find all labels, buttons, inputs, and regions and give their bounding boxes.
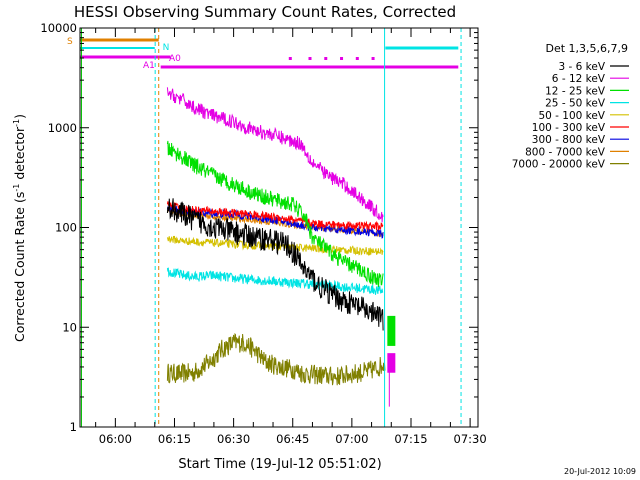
series-line (166, 140, 384, 287)
y-tick-label: 10000 (40, 21, 77, 35)
flag-label-a1: A1 (143, 61, 155, 71)
flag-label-a0: A0 (169, 54, 181, 64)
y-tick-label: 1000 (48, 121, 77, 135)
series-line (166, 87, 384, 223)
x-tick-label: 06:30 (217, 432, 250, 446)
legend-label: 50 - 100 keV (538, 110, 605, 122)
x-tick-label: 06:00 (99, 432, 132, 446)
flag-dot (324, 57, 328, 60)
series-line (166, 332, 386, 386)
legend-label: 7000 - 20000 keV (512, 159, 606, 171)
legend-label: 300 - 800 keV (532, 134, 606, 146)
x-tick-label: 07:00 (335, 432, 368, 446)
series-line (166, 201, 384, 231)
x-tick-label: 06:45 (276, 432, 309, 446)
legend-label: 25 - 50 keV (545, 98, 606, 110)
axis-layer: 1 10 100 1000 10000 06:00 06:15 06:30 06:45 07:00… (40, 21, 486, 446)
chart-title: HESSI Observing Summary Count Rates, Cor… (74, 3, 456, 21)
timestamp: 20-Jul-2012 10:09 (564, 467, 636, 476)
edge-block (387, 353, 396, 373)
x-tick-label: 06:15 (158, 432, 191, 446)
flag-dot (308, 57, 312, 60)
x-axis-label: Start Time (19-Jul-12 05:51:02) (178, 457, 381, 472)
x-tick-label: 07:30 (454, 432, 487, 446)
data-layer (166, 87, 386, 386)
series-line (166, 235, 384, 257)
legend-label: 12 - 25 keV (545, 85, 606, 97)
series-line (166, 267, 384, 295)
legend-title: Det 1,3,5,6,7,9 (545, 42, 628, 55)
flag-dot (288, 57, 292, 60)
flag-label-s: S (67, 37, 73, 47)
y-tick-label: 100 (55, 221, 77, 235)
legend-label: 3 - 6 keV (558, 61, 605, 73)
series-line (166, 205, 384, 239)
legend-label: 100 - 300 keV (532, 122, 606, 134)
series-line (166, 198, 384, 331)
legend-label: 6 - 12 keV (552, 73, 606, 85)
edge-block (387, 315, 396, 346)
legend-label: 800 - 7000 keV (525, 146, 606, 158)
flag-label-n: N (163, 43, 170, 53)
y-axis-label: Corrected Count Rate (s-1 detector-1) (12, 114, 27, 342)
flag-dot (371, 57, 375, 60)
flag-dot (340, 57, 344, 60)
y-tick-label: 10 (62, 320, 77, 334)
y-tick-label: 1 (70, 420, 77, 434)
x-tick-label: 07:15 (394, 432, 427, 446)
flag-dot (355, 57, 359, 60)
flag-layer: S N A1 A0 (67, 28, 462, 427)
